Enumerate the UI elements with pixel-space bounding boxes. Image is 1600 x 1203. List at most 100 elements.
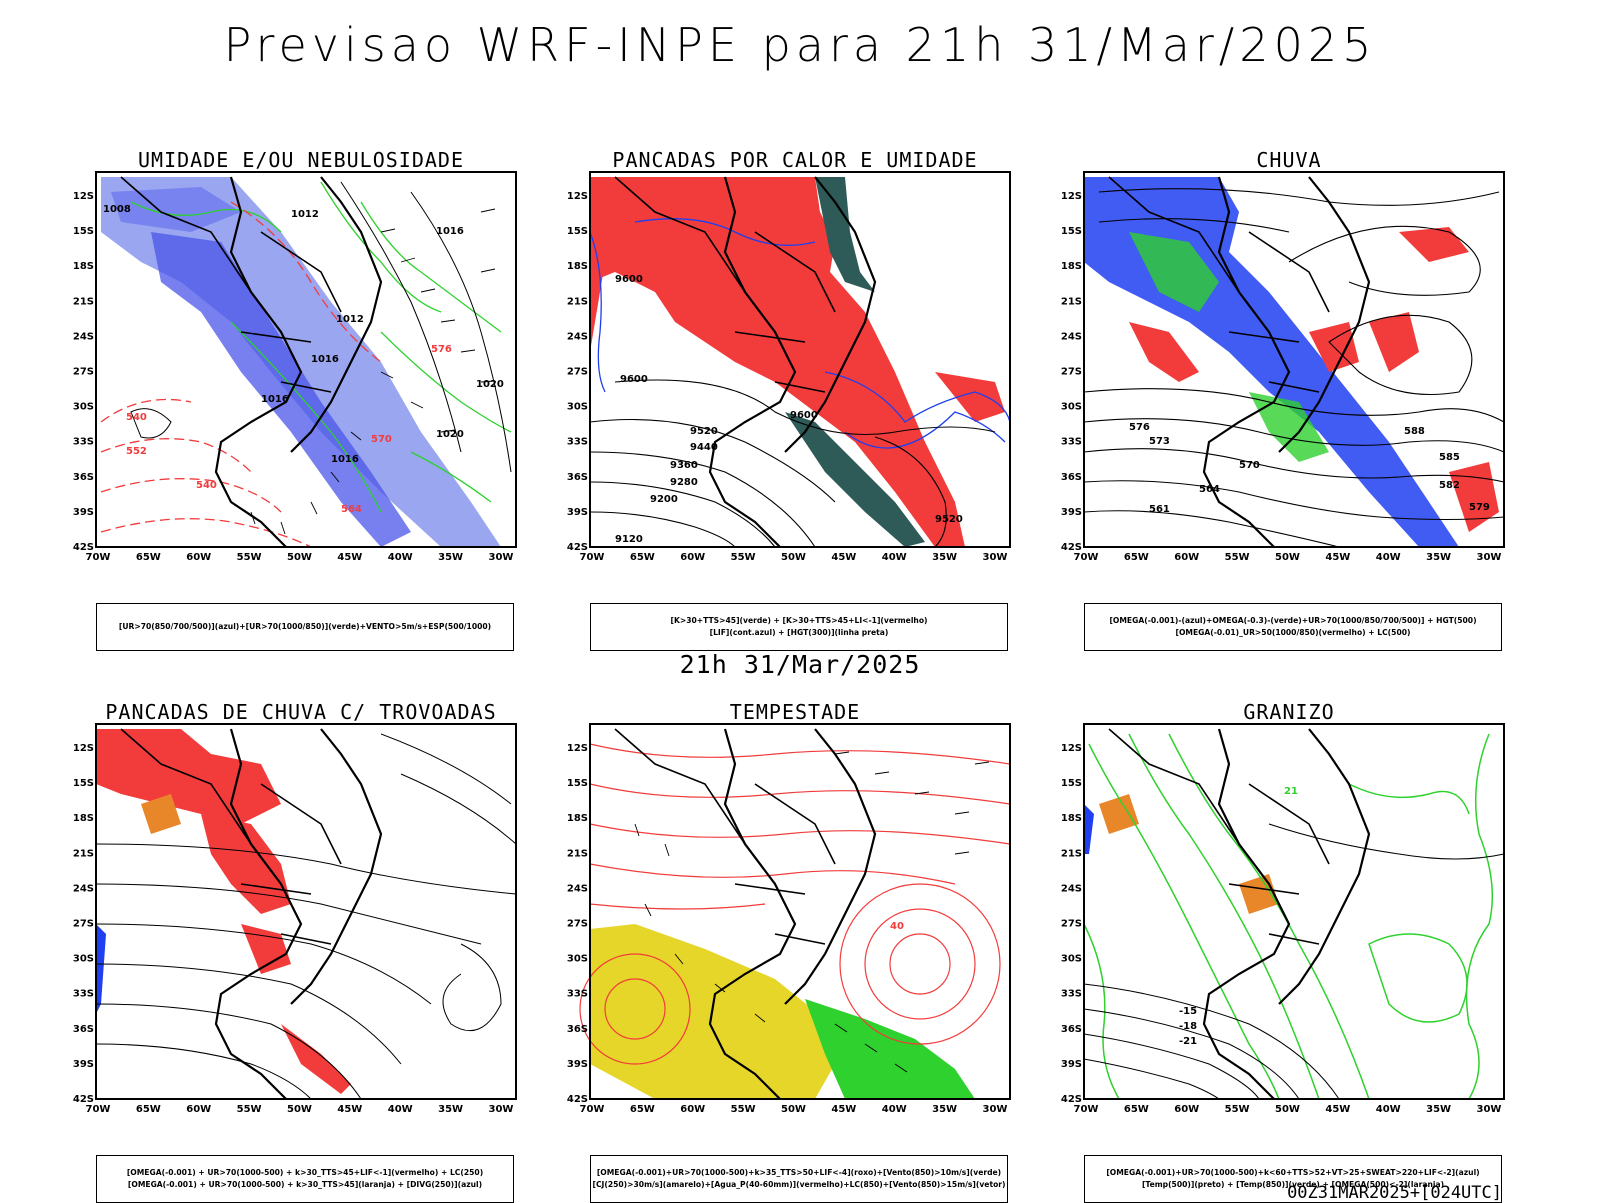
contour-label: 1016 [311,354,339,365]
contour-label: 576 [431,344,452,355]
lon-tick-label: 65W [630,552,655,563]
map-trovoadas[interactable]: 12S 15S 18S 21S 24S 27S 30S 33S 36S 39S 42S 70W 65W… [73,723,521,1144]
contour-label: 40 [890,921,904,932]
contour-label: 9280 [670,477,698,488]
lon-tick-label: 70W [86,552,111,563]
panel-title: UMIDADE E/OU NEBULOSIDADE [137,148,465,172]
streamline [380,733,512,805]
map-frame [589,171,1011,548]
lat-axis: 12S 15S 18S 21S 24S 27S 30S 33S 36S 39S 42S [73,191,94,553]
lon-tick-label: 55W [731,552,756,563]
lon-tick-label: 65W [1124,552,1149,563]
lat-tick-label: 36S [1061,1024,1082,1035]
hgt-contour [1083,480,1505,521]
lon-tick-label: 50W [781,552,806,563]
panel-granizo: GRANIZO -15 -18 -21 [1061,700,1509,1203]
lon-tick-label: 45W [1325,1104,1350,1115]
map-frame [95,171,517,548]
contour-label: 564 [1199,484,1220,495]
lat-tick-label: 42S [567,542,588,553]
contour-label: 9520 [935,514,963,525]
hgt-contour [589,511,736,548]
lat-tick-label: 30S [73,954,94,965]
borders [614,176,836,393]
lat-tick-label: 39S [73,1059,94,1070]
isobar [410,191,512,473]
lon-axis: 70W 65W 60W 55W 50W 45W 40W 35W 30W [1074,1104,1502,1115]
red-dashed-contour [230,201,382,363]
map-umidade[interactable]: 540 552 540 564 570 576 1008 1012 1016 1… [73,171,521,592]
red-dashed-contour [100,398,192,423]
legend-line: [OMEGA(-0.001) + UR>70(1000-500) + k>30_… [127,1180,483,1189]
red-contour [889,933,951,995]
lat-tick-label: 33S [73,989,94,1000]
isobar [340,181,462,453]
lon-tick-label: 65W [1124,1104,1149,1115]
lon-tick-label: 45W [831,552,856,563]
lon-tick-label: 40W [882,1104,907,1115]
lat-tick-label: 30S [567,402,588,413]
contour-label: 579 [1469,502,1490,513]
coastline [290,728,383,1005]
green-contour [320,181,442,313]
lat-tick-label: 33S [73,437,94,448]
contour-label: 1012 [336,314,364,325]
lat-axis: 12S 15S 18S 21S 24S 27S 30S 33S 36S 39S 42S [567,191,588,553]
hgt-contour [1083,510,1340,548]
hgt-contour [589,451,816,548]
lat-tick-label: 27S [567,919,588,930]
lat-tick-label: 15S [73,226,94,237]
map-pancadas-calor[interactable]: 9520 9440 9360 9280 9200 9120 9600 9600 … [567,171,1015,592]
lon-tick-label: 50W [1275,1104,1300,1115]
lon-tick-label: 45W [831,1104,856,1115]
legend: [OMEGA(-0.001)-(azul)+OMEGA(-0.3)-(verde… [1084,603,1502,651]
streamline [400,773,517,845]
lif-contour [844,411,1006,449]
coastline [784,176,877,453]
temp850-contour [1083,923,1120,1100]
contour-label: 9360 [670,460,698,471]
lon-tick-label: 35W [438,552,463,563]
blue-region [96,924,106,1014]
temp500-contour [1268,823,1505,860]
coastline [1202,176,1291,548]
legend: [UR>70(850/700/500)](azul)+[UR>70(1000/8… [96,603,514,651]
map-tempestade[interactable]: 40 12S 15S 18S 21S 24S 27S 30S 33S 36S 39S 42S 70W… [567,723,1015,1144]
lon-tick-label: 45W [337,1104,362,1115]
map-frame [1083,171,1505,548]
red-dashed-contour [100,478,282,513]
legend-line: [LIF](cont.azul) + [HGT(300)](linha pret… [709,628,889,637]
panel-umidade: UMIDADE E/OU NEBULOSIDADE [73,148,521,651]
lat-tick-label: 21S [1061,296,1082,307]
lat-tick-label: 24S [73,331,94,342]
lat-tick-label: 30S [1061,402,1082,413]
map-chuva[interactable]: 576 573 570 564 561 588 585 582 579 12S1… [1061,171,1509,592]
legend-line: [CJ(250)>30m/s](amarelo)+[Agua_P(40-60mm… [592,1180,1006,1189]
lon-tick-label: 55W [237,1104,262,1115]
green-contour [230,321,382,513]
contour-label: 1012 [291,209,319,220]
borders [120,176,342,393]
map-granizo[interactable]: -15 -18 -21 21 12S 15S 18S 21S 24S 27S 30S 33S 3… [1061,723,1509,1144]
lat-tick-label: 21S [73,848,94,859]
temp500-contour [1083,983,1340,1100]
lat-tick-label: 30S [73,402,94,413]
lon-tick-label: 40W [1376,552,1401,563]
streamline [95,1003,362,1100]
lon-tick-label: 40W [388,552,413,563]
lat-tick-label: 18S [567,813,588,824]
contour-label: 9440 [690,442,718,453]
forecast-date: 21h 31/Mar/2025 [679,650,921,679]
lon-tick-label: 55W [1225,1104,1250,1115]
lon-tick-label: 30W [489,1104,514,1115]
red-dashed-contour [100,438,252,473]
orange-region [141,794,181,834]
lat-tick-label: 33S [567,989,588,1000]
lat-axis: 12S 15S 18S 21S 24S 27S 30S 33S 36S 39S 42S [567,743,588,1105]
lat-tick-label: 21S [567,296,588,307]
streamline [442,943,502,1032]
lon-tick-label: 30W [983,552,1008,563]
contour-label: 1008 [103,204,131,215]
lon-tick-label: 70W [86,1104,111,1115]
isobar [130,408,172,439]
